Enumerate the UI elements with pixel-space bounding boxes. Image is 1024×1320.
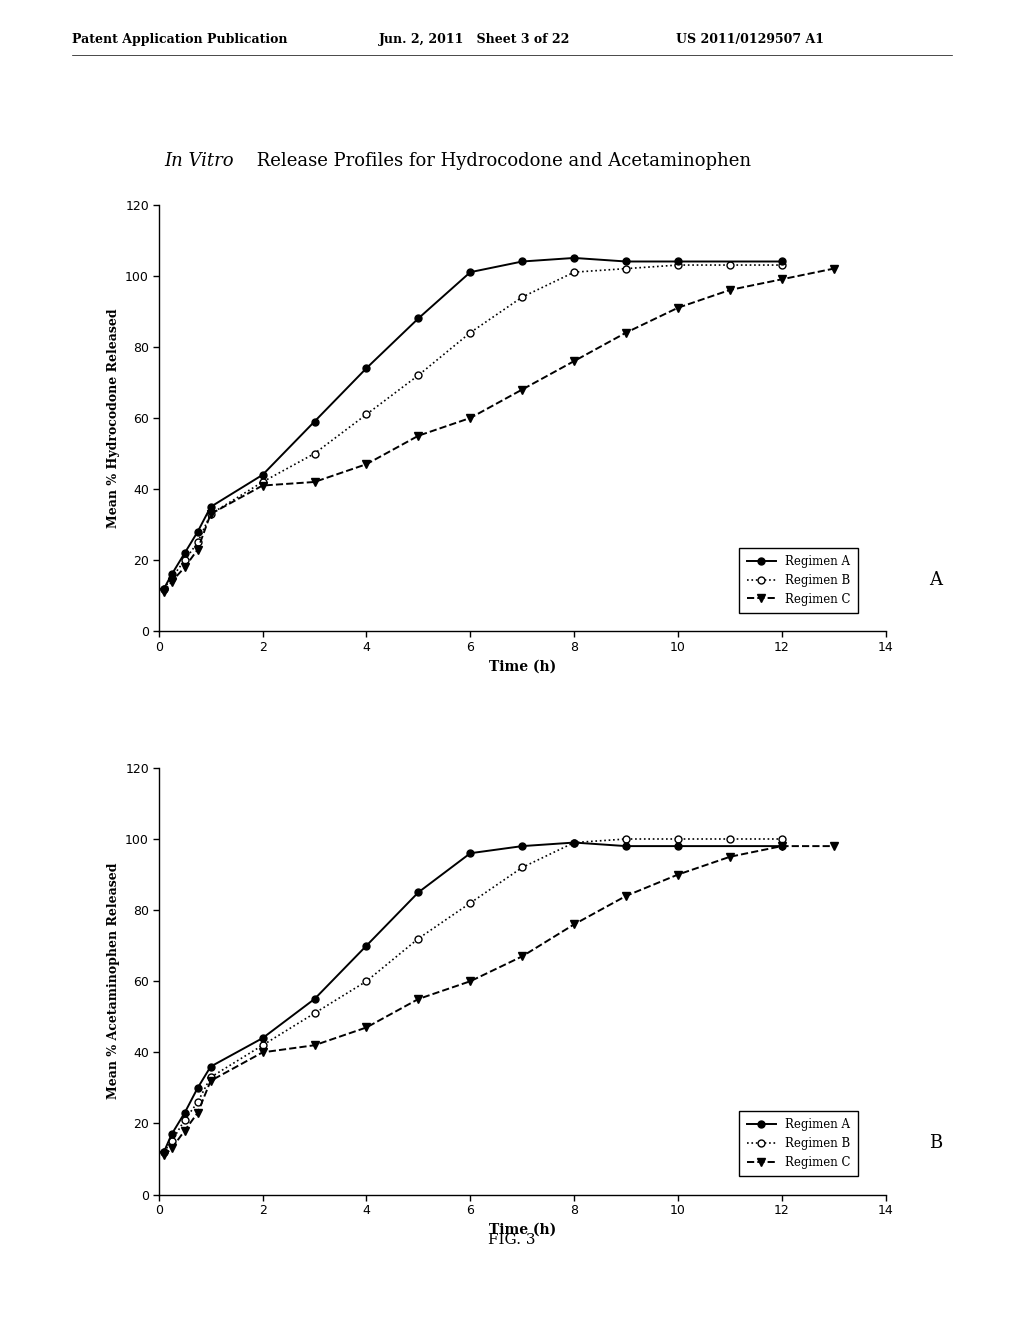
- Legend: Regimen A, Regimen B, Regimen C: Regimen A, Regimen B, Regimen C: [739, 1111, 858, 1176]
- Text: Patent Application Publication: Patent Application Publication: [72, 33, 287, 46]
- X-axis label: Time (h): Time (h): [488, 1222, 556, 1237]
- Legend: Regimen A, Regimen B, Regimen C: Regimen A, Regimen B, Regimen C: [739, 548, 858, 612]
- Text: Release Profiles for Hydrocodone and Acetaminophen: Release Profiles for Hydrocodone and Ace…: [251, 152, 751, 170]
- Y-axis label: Mean % Acetaminophen Released: Mean % Acetaminophen Released: [106, 863, 120, 1100]
- Text: Jun. 2, 2011   Sheet 3 of 22: Jun. 2, 2011 Sheet 3 of 22: [379, 33, 570, 46]
- Text: A: A: [930, 572, 942, 589]
- Y-axis label: Mean % Hydrocodone Released: Mean % Hydrocodone Released: [106, 308, 120, 528]
- Text: B: B: [930, 1134, 943, 1152]
- Text: US 2011/0129507 A1: US 2011/0129507 A1: [676, 33, 824, 46]
- Text: In Vitro: In Vitro: [164, 152, 233, 170]
- X-axis label: Time (h): Time (h): [488, 660, 556, 673]
- Text: FIG. 3: FIG. 3: [488, 1233, 536, 1247]
